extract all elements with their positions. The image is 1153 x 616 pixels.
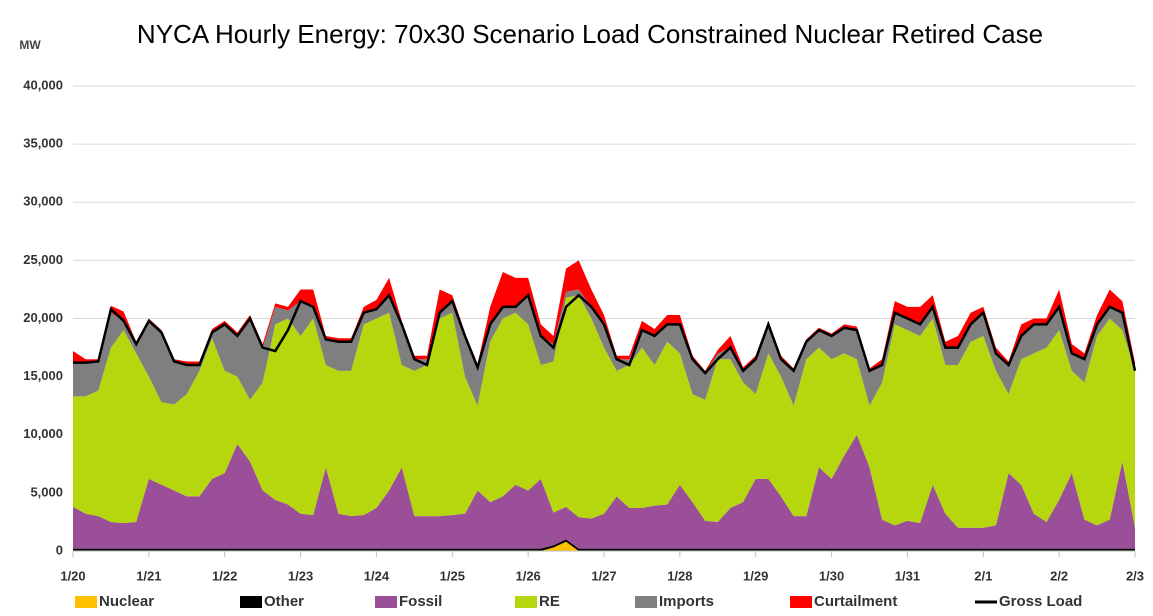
- x-tick-label: 1/27: [591, 568, 616, 583]
- area: [73, 289, 1135, 406]
- area: [73, 260, 1135, 374]
- legend-label: RE: [539, 593, 560, 610]
- y-tick-label: 40,000: [23, 77, 63, 92]
- legend-swatch: [515, 596, 537, 608]
- x-tick-label: 1/28: [667, 568, 692, 583]
- area: [73, 295, 1135, 528]
- y-tick-label: 25,000: [23, 252, 63, 267]
- x-tick-label: 1/22: [212, 568, 237, 583]
- y-tick-label: 35,000: [23, 136, 63, 151]
- y-tick-label: 0: [56, 542, 63, 557]
- x-tick-label: 1/20: [60, 568, 85, 583]
- x-tick-label: 2/2: [1050, 568, 1068, 583]
- legend-swatch: [635, 596, 657, 608]
- y-tick-label: 20,000: [23, 310, 63, 325]
- chart-title: NYCA Hourly Energy: 70x30 Scenario Load …: [137, 19, 1043, 49]
- x-tick-label: 2/1: [974, 568, 992, 583]
- line: [73, 292, 1137, 375]
- legend-label: Imports: [659, 593, 714, 610]
- y-tick-label: 30,000: [23, 194, 63, 209]
- x-tick-label: 2/3: [1126, 568, 1144, 583]
- x-tick-label: 1/23: [288, 568, 313, 583]
- y-tick-label: 15,000: [23, 368, 63, 383]
- y-tick-label: 10,000: [23, 426, 63, 441]
- x-tick-label: 1/25: [440, 568, 465, 583]
- y-tick-label: 5,000: [30, 484, 63, 499]
- legend-label: Other: [264, 593, 304, 610]
- legend-swatch: [75, 596, 97, 608]
- x-tick-label: 1/31: [895, 568, 920, 583]
- legend-label: Fossil: [399, 593, 442, 610]
- legend-label: Gross Load: [999, 593, 1082, 610]
- x-tick-label: 1/26: [515, 568, 540, 583]
- legend-label: Curtailment: [814, 593, 897, 610]
- x-tick-label: 1/29: [743, 568, 768, 583]
- legend-label: Nuclear: [99, 593, 154, 610]
- x-tick-label: 1/24: [364, 568, 390, 583]
- x-tick-label: 1/30: [819, 568, 844, 583]
- legend-swatch: [240, 596, 262, 608]
- legend-swatch: [790, 596, 812, 608]
- legend-swatch: [375, 596, 397, 608]
- y-axis-label: MW: [19, 38, 41, 52]
- area: [73, 434, 1135, 549]
- x-tick-label: 1/21: [136, 568, 161, 583]
